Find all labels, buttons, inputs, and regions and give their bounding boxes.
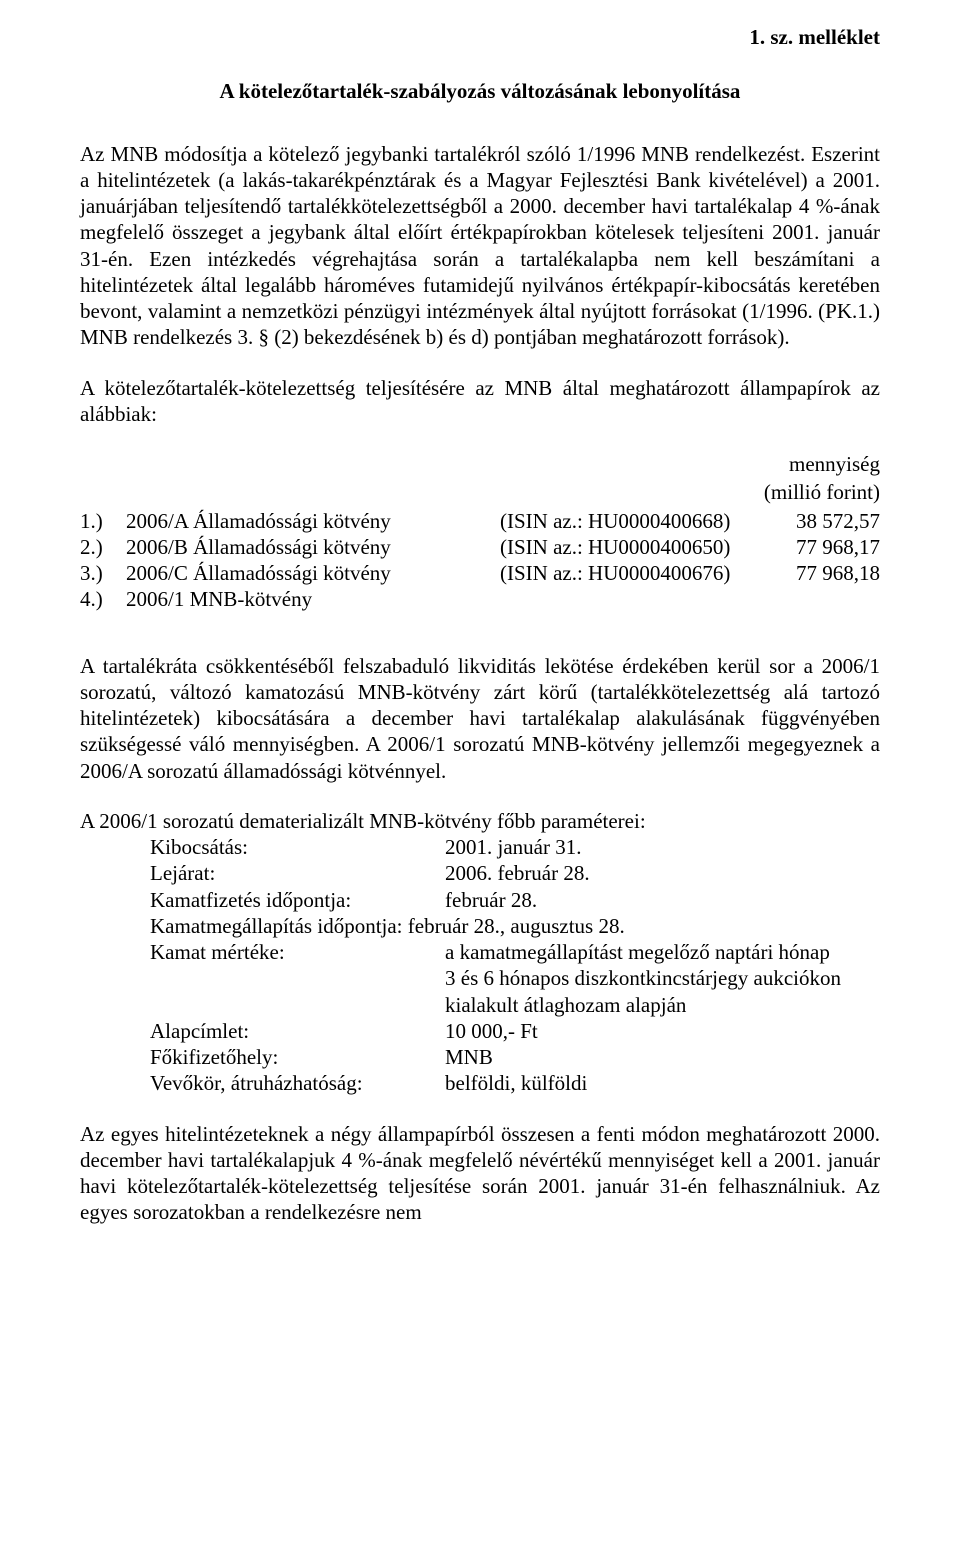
param-value: 10 000,- Ft xyxy=(445,1018,880,1044)
param-row: Lejárat: 2006. február 28. xyxy=(80,860,880,886)
bond-isin: (ISIN az.: HU0000400668) xyxy=(500,508,760,534)
bond-name: 2006/1 MNB-kötvény xyxy=(126,586,500,612)
param-label: Lejárat: xyxy=(150,860,445,886)
param-value: a kamatmegállapítást megelőző naptári hó… xyxy=(445,939,880,965)
bond-isin: (ISIN az.: HU0000400676) xyxy=(500,560,760,586)
annex-label: 1. sz. melléklet xyxy=(80,24,880,50)
qty-header-1: mennyiség xyxy=(80,451,880,477)
bond-row: 4.) 2006/1 MNB-kötvény xyxy=(80,586,880,612)
param-row: Kamatmegállapítás időpontja: február 28.… xyxy=(80,913,880,939)
paragraph-1: Az MNB módosítja a kötelező jegybanki ta… xyxy=(80,141,880,351)
param-row: Alapcímlet: 10 000,- Ft xyxy=(80,1018,880,1044)
param-row: Kibocsátás: 2001. január 31. xyxy=(80,834,880,860)
bond-qty: 38 572,57 xyxy=(760,508,880,534)
qty-header-2: (millió forint) xyxy=(80,479,880,505)
bond-idx: 3.) xyxy=(80,560,126,586)
document-title: A kötelezőtartalék-szabályozás változásá… xyxy=(80,78,880,104)
bond-isin xyxy=(500,586,760,612)
param-row: Főkifizetőhely: MNB xyxy=(80,1044,880,1070)
bond-qty: 77 968,17 xyxy=(760,534,880,560)
param-row: Kamat mértéke: a kamatmegállapítást mege… xyxy=(80,939,880,965)
bond-idx: 1.) xyxy=(80,508,126,534)
bond-name: 2006/B Államadóssági kötvény xyxy=(126,534,500,560)
bond-row: 2.) 2006/B Államadóssági kötvény (ISIN a… xyxy=(80,534,880,560)
param-combined: Kamatmegállapítás időpontja: február 28.… xyxy=(150,913,625,939)
param-value: 2006. február 28. xyxy=(445,860,880,886)
document-page: 1. sz. melléklet A kötelezőtartalék-szab… xyxy=(0,0,960,1541)
bond-name: 2006/A Államadóssági kötvény xyxy=(126,508,500,534)
bond-idx: 2.) xyxy=(80,534,126,560)
param-row: Vevőkör, átruházhatóság: belföldi, külfö… xyxy=(80,1070,880,1096)
param-row: Kamatfizetés időpontja: február 28. xyxy=(80,887,880,913)
param-value: MNB xyxy=(445,1044,880,1070)
param-value-cont: kialakult átlaghozam alapján xyxy=(80,992,880,1018)
param-label: Kamatfizetés időpontja: xyxy=(150,887,445,913)
bond-qty xyxy=(760,586,880,612)
bond-name: 2006/C Államadóssági kötvény xyxy=(126,560,500,586)
param-value-cont: 3 és 6 hónapos diszkontkincstárjegy aukc… xyxy=(80,965,880,991)
params-title: A 2006/1 sorozatú dematerializált MNB-kö… xyxy=(80,808,880,834)
param-label: Alapcímlet: xyxy=(150,1018,445,1044)
paragraph-2: A kötelezőtartalék-kötelezettség teljesí… xyxy=(80,375,880,428)
param-value: február 28. xyxy=(445,887,880,913)
bond-idx: 4.) xyxy=(80,586,126,612)
bond-table: mennyiség (millió forint) 1.) 2006/A Áll… xyxy=(80,451,880,613)
bond-parameters: A 2006/1 sorozatú dematerializált MNB-kö… xyxy=(80,808,880,1097)
bond-isin: (ISIN az.: HU0000400650) xyxy=(500,534,760,560)
paragraph-3: A tartalékráta csökkentéséből felszabadu… xyxy=(80,653,880,784)
paragraph-4: Az egyes hitelintézeteknek a négy államp… xyxy=(80,1121,880,1226)
param-label: Vevőkör, átruházhatóság: xyxy=(150,1070,445,1096)
param-value: 2001. január 31. xyxy=(445,834,880,860)
param-value: belföldi, külföldi xyxy=(445,1070,880,1096)
param-label: Főkifizetőhely: xyxy=(150,1044,445,1070)
param-label: Kibocsátás: xyxy=(150,834,445,860)
bond-row: 3.) 2006/C Államadóssági kötvény (ISIN a… xyxy=(80,560,880,586)
bond-qty: 77 968,18 xyxy=(760,560,880,586)
bond-row: 1.) 2006/A Államadóssági kötvény (ISIN a… xyxy=(80,508,880,534)
param-label: Kamat mértéke: xyxy=(150,939,445,965)
